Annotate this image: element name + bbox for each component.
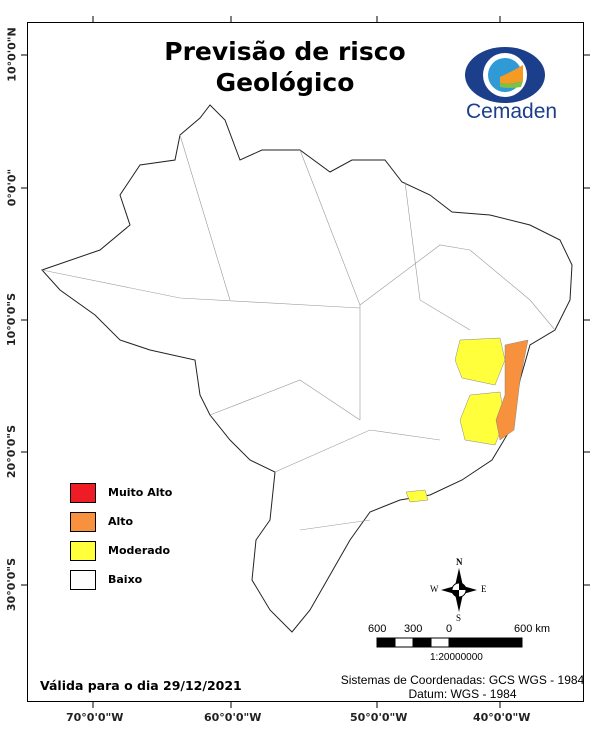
legend-swatch (70, 540, 96, 561)
axis-label-top: 70°0'0"W (66, 711, 124, 724)
scale-ratio: 1:20000000 (430, 652, 483, 663)
axis-label-top: 50°0'0"W (350, 711, 408, 724)
legend-label: Baixo (108, 573, 143, 586)
compass-w: W (430, 584, 439, 594)
axis-label-top: 60°0'0"W (204, 711, 262, 724)
scale-label: 600 (368, 623, 387, 635)
legend-label: Muito Alto (108, 486, 173, 499)
coordinate-system: Sistemas de Coordenadas: GCS WGS - 1984 D… (340, 673, 585, 701)
title-line-1: Previsão de risco (164, 37, 406, 66)
logo-text: Cemaden (466, 100, 558, 123)
brazil-outline (41, 104, 573, 633)
map-title: Previsão de risco Geológico (150, 36, 420, 98)
risk-area-alto (495, 339, 529, 441)
scale-label: 0 (446, 623, 453, 635)
legend-label: Alto (108, 515, 134, 528)
compass-rose (441, 568, 477, 612)
compass-s: S (456, 613, 462, 623)
scale-label: 300 (404, 623, 423, 635)
legend-swatch (70, 569, 96, 590)
axis-label-top: 40°0'0"W (473, 711, 531, 724)
legend-swatch (70, 511, 96, 532)
axis-label-left: 10°0'0"S (5, 292, 19, 347)
legend-item: Muito Alto (70, 478, 172, 507)
scale-label: 600 km (514, 623, 551, 635)
map-frame (27, 22, 584, 702)
axis-label-left: 10°0'0"N (5, 27, 19, 82)
legend-swatch (70, 482, 96, 503)
risk-area-moderado (459, 391, 506, 446)
cemaden-logo (465, 47, 545, 103)
scale-bar (376, 637, 523, 648)
compass-n: N (456, 557, 463, 567)
legend-item: Alto (70, 507, 172, 536)
legend: Muito Alto Alto Moderado Baixo (70, 478, 172, 594)
risk-area-moderado (405, 489, 429, 503)
title-line-2: Geológico (215, 68, 355, 97)
legend-item: Baixo (70, 565, 172, 594)
crs-line: Sistemas de Coordenadas: GCS WGS - 1984 (340, 673, 585, 687)
legend-item: Moderado (70, 536, 172, 565)
compass-e: E (481, 584, 487, 594)
axis-label-left: 0°0'0" (5, 168, 19, 207)
legend-label: Moderado (108, 544, 171, 557)
axis-label-left: 20°0'0"S (5, 424, 19, 479)
datum-line: Datum: WGS - 1984 (408, 687, 517, 701)
risk-area-moderado (454, 337, 506, 386)
axis-label-left: 30°0'0"S (5, 557, 19, 612)
validity-date: Válida para o dia 29/12/2021 (40, 678, 242, 693)
